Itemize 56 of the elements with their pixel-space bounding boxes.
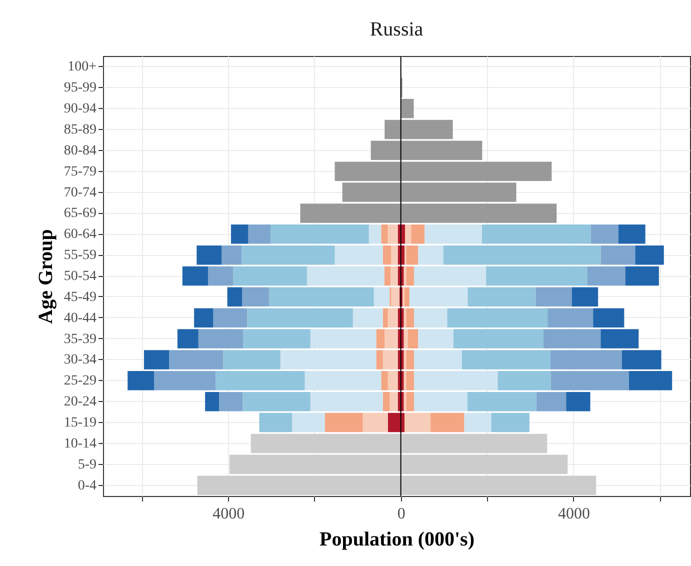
bar <box>491 412 530 432</box>
y-tick-label: 0-4 <box>78 478 96 494</box>
bar <box>222 245 242 265</box>
bar <box>230 224 248 244</box>
y-tick-label: 30-34 <box>64 352 96 368</box>
bar <box>208 266 234 286</box>
bar <box>390 266 398 286</box>
bar <box>205 392 220 412</box>
y-tick-label: 70-74 <box>64 185 96 200</box>
y-tick-label: 60-64 <box>64 227 96 242</box>
bar <box>486 266 588 286</box>
bar <box>233 266 307 286</box>
y-tick-label: 40-44 <box>64 310 96 326</box>
y-tick-label: 10-14 <box>64 436 96 452</box>
bar <box>292 412 325 432</box>
bar <box>362 412 388 432</box>
y-tick-label: 85-89 <box>64 122 96 138</box>
bar <box>388 412 401 432</box>
x-tick-label: 4000 <box>558 506 590 522</box>
y-tick-label: 15-19 <box>64 416 96 431</box>
bar <box>384 266 390 286</box>
y-tick-label: 20-24 <box>64 394 96 410</box>
bar <box>400 98 414 118</box>
bar <box>430 412 464 432</box>
bar <box>259 412 292 432</box>
y-tick-label: 35-39 <box>64 332 96 347</box>
bar <box>406 266 414 286</box>
bar <box>248 224 270 244</box>
bar <box>196 245 222 265</box>
y-tick-label: 90-94 <box>64 102 96 117</box>
bar <box>219 392 243 412</box>
y-tick-label: 25-29 <box>64 374 96 389</box>
y-tick-label: 65-69 <box>64 206 96 222</box>
y-tick-label: 5-9 <box>78 457 96 472</box>
bar <box>587 266 626 286</box>
bar <box>306 266 384 286</box>
y-tick-label: 45-49 <box>64 290 96 305</box>
y-tick-label: 95-99 <box>64 80 96 96</box>
x-axis-title: Population (000's) <box>319 528 475 550</box>
bar <box>566 392 590 412</box>
chart-title: Russia <box>370 18 424 40</box>
x-tick-label: 4000 <box>212 506 245 522</box>
y-axis-title: Age Group <box>34 229 57 324</box>
bar <box>182 266 208 286</box>
bar <box>404 412 431 432</box>
y-tick-label: 80-84 <box>64 143 96 158</box>
bar <box>414 266 486 286</box>
bar <box>464 412 492 432</box>
bar <box>324 412 363 432</box>
y-tick-label: 100+ <box>68 60 97 75</box>
bar <box>625 266 659 286</box>
y-tick-label: 75-79 <box>64 164 96 180</box>
y-tick-label: 50-54 <box>64 269 96 284</box>
y-tick-label: 55-59 <box>64 248 96 264</box>
bar <box>227 287 242 307</box>
x-tick-label: 0 <box>397 506 406 522</box>
